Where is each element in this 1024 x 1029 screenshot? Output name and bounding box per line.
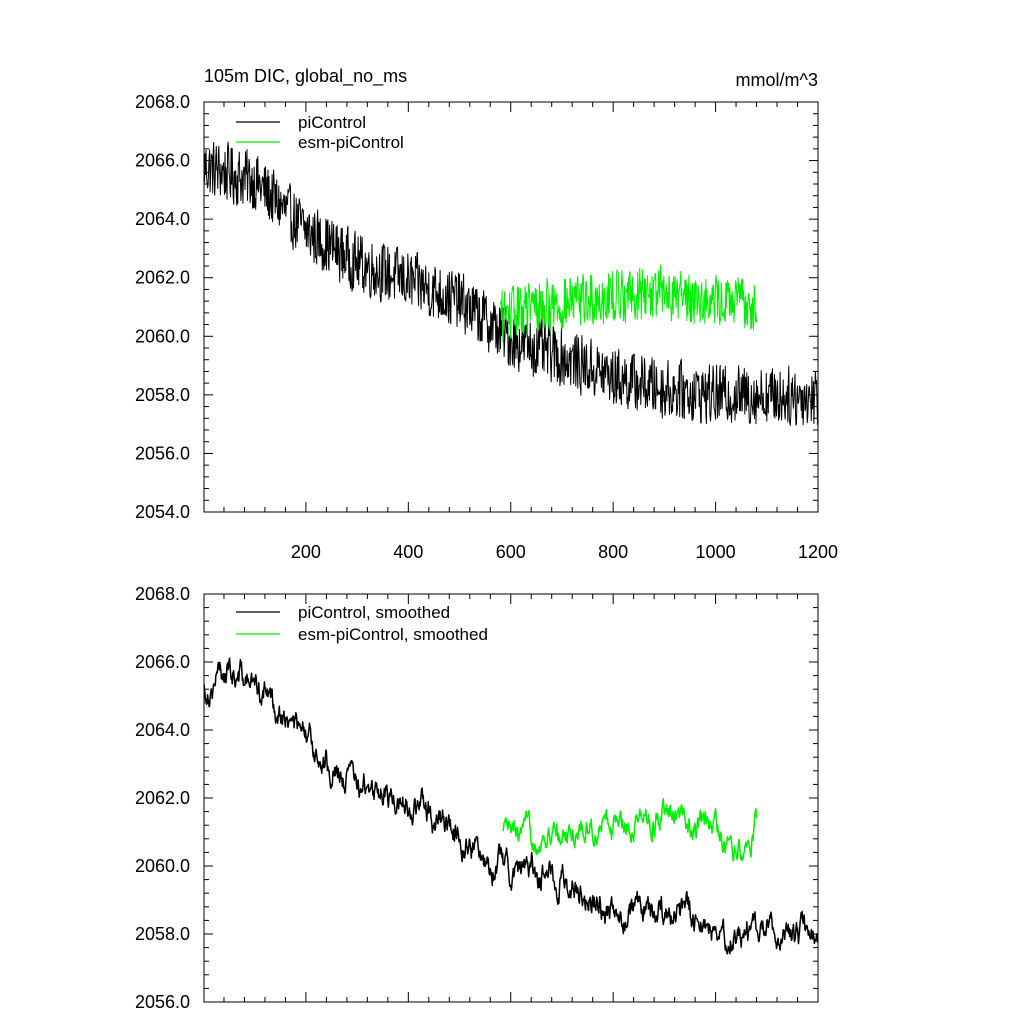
series-line-esm-picontrol: [500, 264, 757, 344]
y-tick-label: 2058.0: [135, 385, 190, 405]
y-tick-label: 2068.0: [135, 92, 190, 112]
y-tick-label: 2068.0: [135, 584, 190, 604]
units-label: mmol/m^3: [736, 70, 818, 90]
y-tick-label: 2062.0: [135, 788, 190, 808]
x-tick-label: 200: [291, 542, 321, 562]
bottom-panel: 2056.0 2058.0 2060.0 2062.0 2064.0 2066.0 2068…: [135, 584, 819, 1012]
y-tick-label: 2066.0: [135, 151, 190, 171]
y-tick-label: 2058.0: [135, 924, 190, 944]
chart-title: 105m DIC, global_no_ms: [204, 66, 407, 87]
legend-label-picontrol: piControl: [298, 113, 366, 132]
series-line-esm-picontrol-smoothed: [502, 797, 758, 862]
tick-labels: 2054.0 2056.0 2058.0 2060.0 2062.0 2064.0 2066…: [135, 92, 838, 562]
x-tick-label: 600: [496, 542, 526, 562]
legend-label-esm-picontrol-smoothed: esm-piControl, smoothed: [298, 625, 488, 644]
legend-label-picontrol-smoothed: piControl, smoothed: [298, 603, 450, 622]
top-panel: 105m DIC, global_no_ms mmol/m^3 2054.020…: [135, 66, 838, 562]
y-tick-label: 2064.0: [135, 720, 190, 740]
series-group: [203, 657, 819, 955]
y-tick-label: 2066.0: [135, 652, 190, 672]
x-tick-label: 800: [598, 542, 628, 562]
series-group: [203, 141, 819, 426]
y-tick-label: 2054.0: [135, 502, 190, 522]
legend: piControl esm-piControl: [236, 113, 404, 152]
y-tick-label: 2062.0: [135, 268, 190, 288]
y-tick-label: 2056.0: [135, 443, 190, 463]
x-tick-label: 1000: [696, 542, 736, 562]
series-line-picontrol-smoothed: [203, 657, 819, 955]
legend-label-esm-picontrol: esm-piControl: [298, 133, 404, 152]
y-tick-label: 2060.0: [135, 326, 190, 346]
y-tick-label: 2064.0: [135, 209, 190, 229]
y-tick-label: 2056.0: [135, 992, 190, 1012]
x-tick-label: 400: [393, 542, 423, 562]
plot-frame: [203, 593, 819, 1003]
x-tick-label: 1200: [798, 542, 838, 562]
tick-labels: 2056.0 2058.0 2060.0 2062.0 2064.0 2066.0 2068…: [135, 584, 190, 1012]
legend: piControl, smoothed esm-piControl, smoot…: [236, 603, 488, 644]
y-tick-label: 2060.0: [135, 856, 190, 876]
axis-ticks: [204, 593, 819, 1003]
